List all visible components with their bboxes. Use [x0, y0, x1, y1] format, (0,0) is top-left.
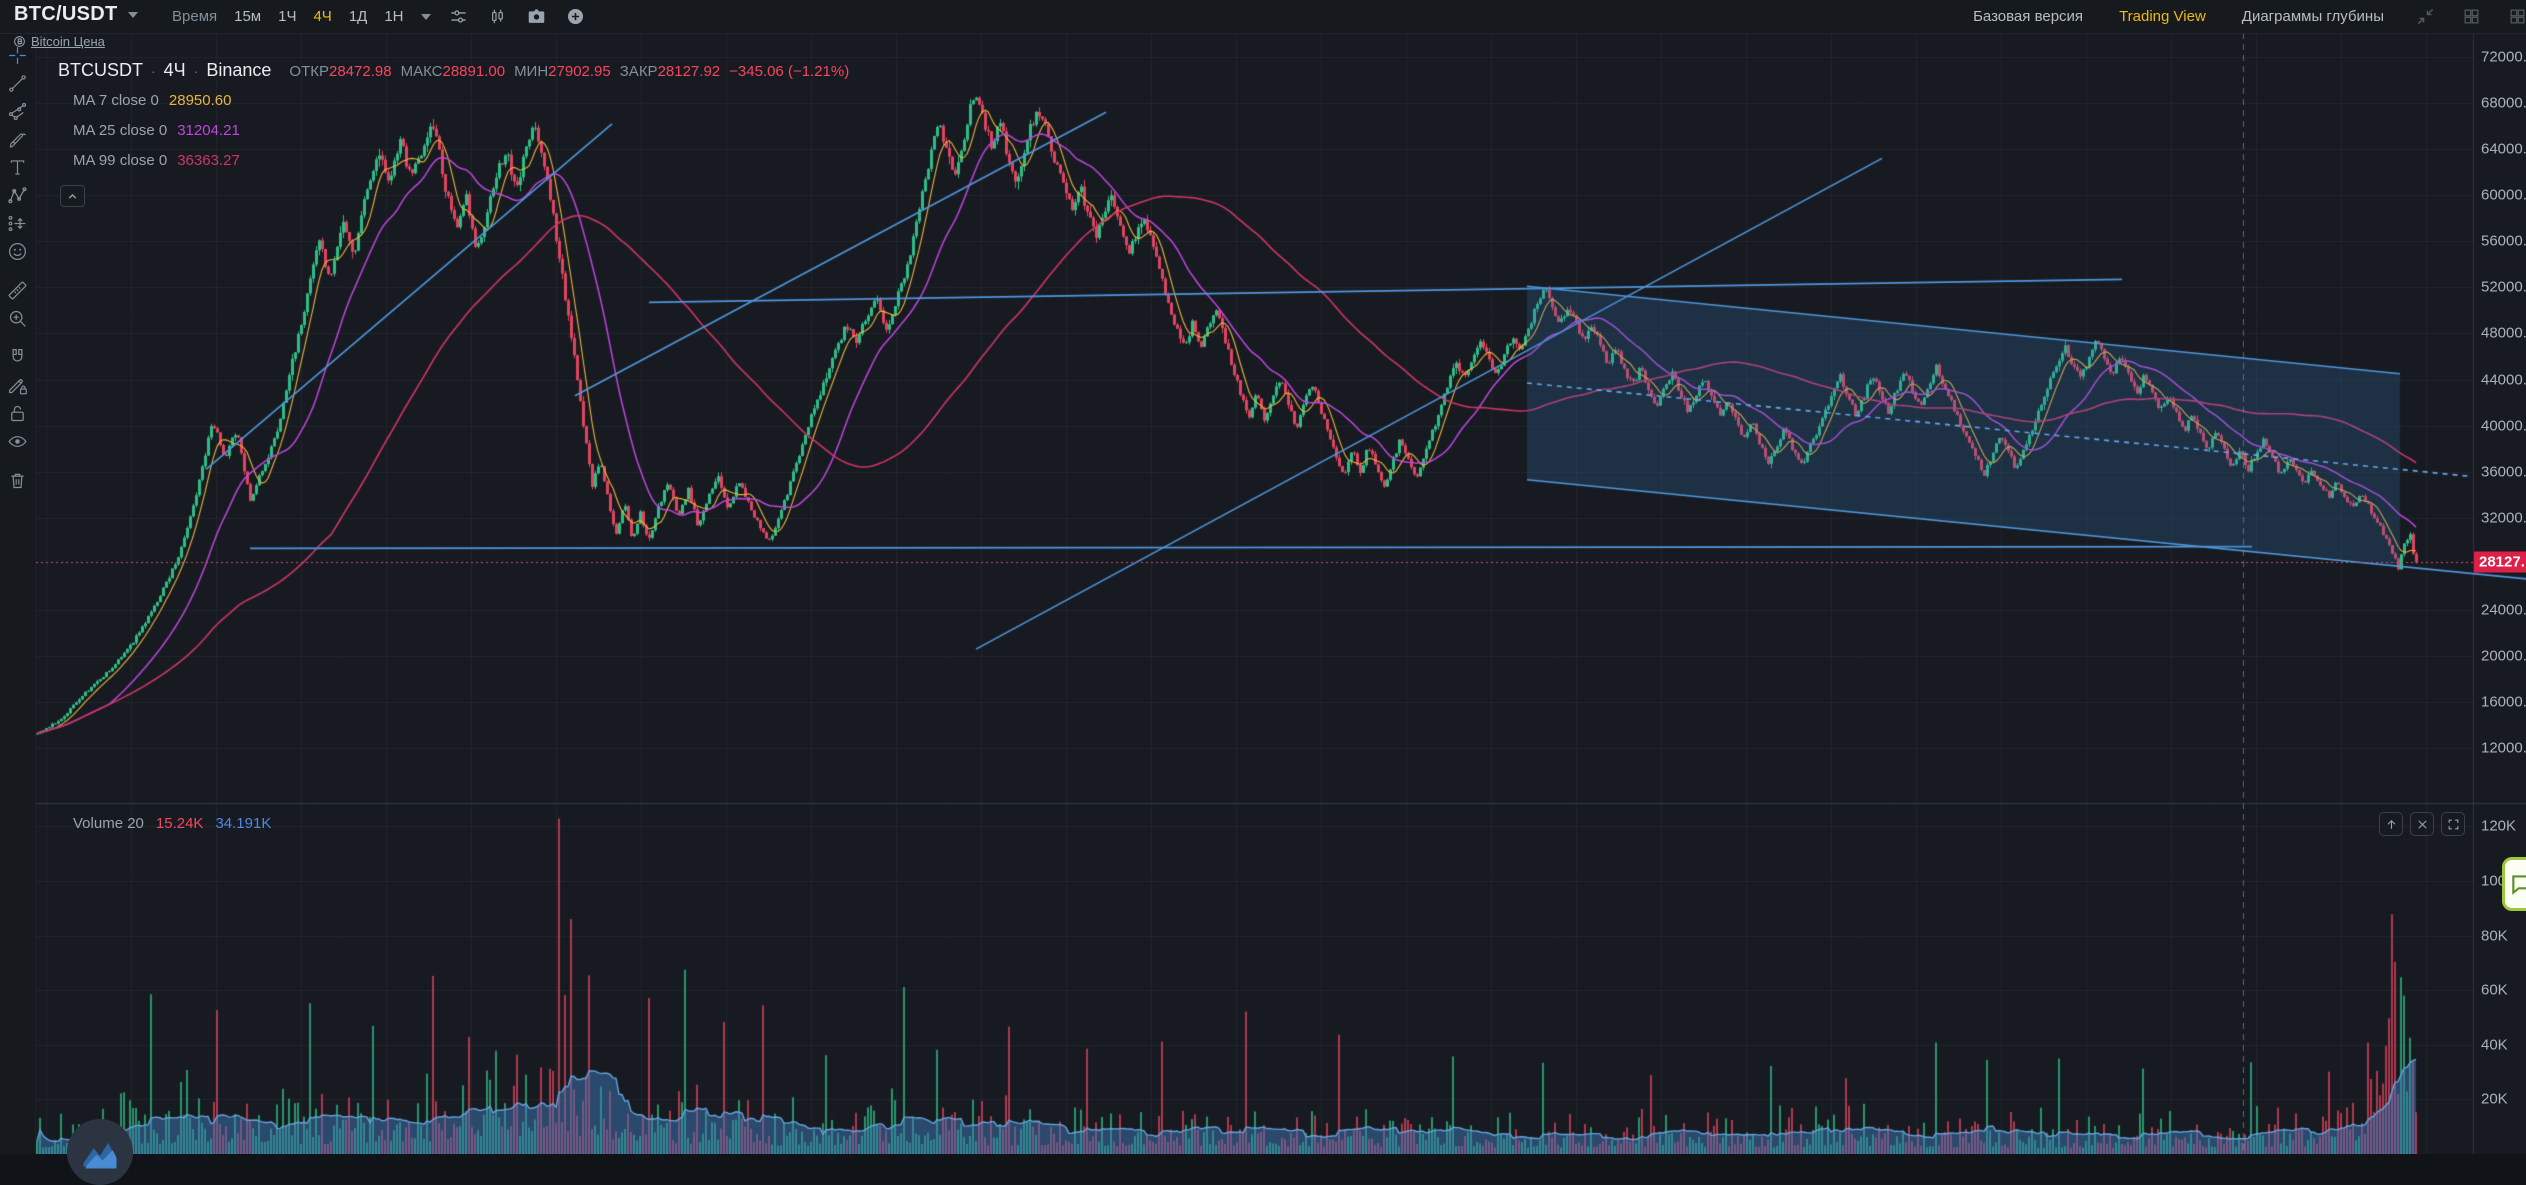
- xabcd-pattern-icon[interactable]: [4, 181, 32, 209]
- panels-layout-icon[interactable]: [2506, 6, 2526, 28]
- exchange-logo-watermark: [67, 1119, 133, 1185]
- fib-lines-icon[interactable]: [4, 97, 32, 125]
- maximize-pane-button[interactable]: [2441, 812, 2465, 836]
- interval-1h[interactable]: 1Ч: [278, 8, 297, 25]
- top-toolbar: BTC/USDT Время 15м 1Ч 4Ч 1Д 1Н Базовая в…: [0, 0, 2526, 34]
- hide-all-icon[interactable]: [4, 427, 32, 455]
- drawing-mode-lock-icon[interactable]: [4, 371, 32, 399]
- price-tick: 64000.: [2481, 140, 2526, 158]
- interval-15m[interactable]: 15м: [234, 8, 262, 25]
- price-tick: 24000.: [2481, 601, 2526, 619]
- close-pane-button[interactable]: [2410, 812, 2434, 836]
- zoom-in-icon[interactable]: [4, 304, 32, 332]
- price-tick: 44000.: [2481, 371, 2526, 389]
- volume-tick: 60K: [2481, 981, 2508, 999]
- volume-tick: 80K: [2481, 927, 2508, 945]
- price-tick: 68000.: [2481, 94, 2526, 112]
- candle-style-icon[interactable]: [487, 6, 509, 28]
- trend-line-icon[interactable]: [4, 69, 32, 97]
- price-tick: 32000.: [2481, 509, 2526, 527]
- price-tick: 52000.: [2481, 278, 2526, 296]
- price-tick: 12000.: [2481, 739, 2526, 757]
- symbol-selector[interactable]: BTC/USDT: [14, 3, 138, 26]
- drawing-toolbar: [0, 33, 36, 1154]
- emoji-icon[interactable]: [4, 237, 32, 265]
- interval-toolbar: Время 15м 1Ч 4Ч 1Д 1Н: [172, 0, 587, 33]
- price-tick: 36000.: [2481, 463, 2526, 481]
- support-chat-widget[interactable]: [2502, 857, 2526, 911]
- price-tick: 20000.: [2481, 647, 2526, 665]
- volume-pane-controls: [2379, 812, 2465, 836]
- price-tick: 56000.: [2481, 232, 2526, 250]
- crosshair-icon[interactable]: [4, 41, 32, 69]
- chevron-down-icon: [127, 11, 138, 18]
- volume-tick: 20K: [2481, 1090, 2508, 1108]
- screenshot-icon[interactable]: [526, 6, 548, 28]
- view-switcher: Базовая версия Trading View Диаграммы гл…: [1967, 0, 2524, 33]
- bitcoin-price-link[interactable]: Bitcoin Цена: [13, 34, 105, 49]
- interval-1d[interactable]: 1Д: [348, 8, 368, 25]
- add-indicator-icon[interactable]: [565, 6, 587, 28]
- volume-value: 15.24K: [155, 815, 204, 832]
- time-label: Время: [172, 8, 218, 25]
- magnet-icon[interactable]: [4, 343, 32, 371]
- tradingview-link[interactable]: Trading View: [2113, 7, 2212, 26]
- indicator-settings-icon[interactable]: [448, 6, 470, 28]
- depth-chart-link[interactable]: Диаграммы глубины: [2236, 7, 2390, 26]
- exit-fullscreen-icon[interactable]: [2414, 6, 2436, 28]
- price-tick: 16000.: [2481, 693, 2526, 711]
- price-tick: 48000.: [2481, 324, 2526, 342]
- lock-all-icon[interactable]: [4, 399, 32, 427]
- ruler-icon[interactable]: [4, 276, 32, 304]
- volume-legend: Volume 20 15.24K 34.191K: [73, 815, 272, 832]
- grid-layout-icon[interactable]: [2460, 6, 2482, 28]
- text-icon[interactable]: [4, 153, 32, 181]
- brush-icon[interactable]: [4, 125, 32, 153]
- price-tick: 40000.: [2481, 417, 2526, 435]
- interval-4h[interactable]: 4Ч: [313, 8, 332, 25]
- price-tick: 72000.: [2481, 48, 2526, 66]
- last-price-tag: 28127.: [2474, 551, 2526, 573]
- price-tick: 60000.: [2481, 186, 2526, 204]
- forecast-icon[interactable]: [4, 209, 32, 237]
- remove-all-icon[interactable]: [4, 466, 32, 494]
- collapse-legend-button[interactable]: [60, 185, 85, 207]
- volume-tick: 40K: [2481, 1036, 2508, 1054]
- bitcoin-coin-icon: [14, 36, 25, 47]
- move-pane-up-button[interactable]: [2379, 812, 2403, 836]
- symbol-title: BTC/USDT: [14, 3, 118, 25]
- interval-1w[interactable]: 1Н: [384, 8, 404, 25]
- interval-more-chevron-icon[interactable]: [420, 13, 431, 20]
- price-chart-canvas[interactable]: [0, 0, 2526, 1154]
- volume-ma-value: 34.191K: [215, 815, 272, 832]
- basic-version-link[interactable]: Базовая версия: [1967, 7, 2089, 26]
- volume-tick: 120K: [2481, 817, 2517, 835]
